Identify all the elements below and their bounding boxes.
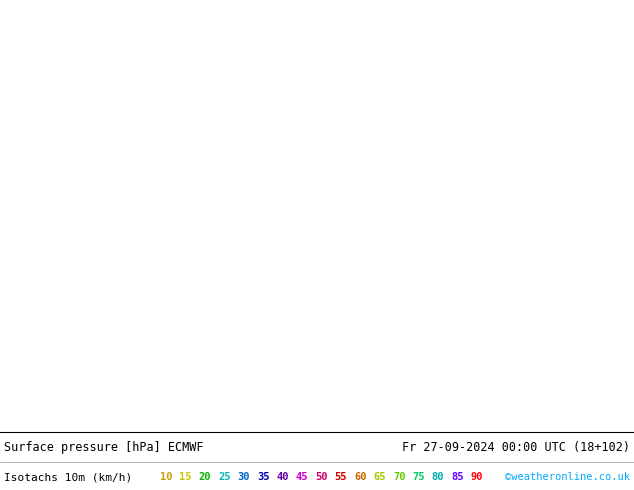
Text: 70: 70 bbox=[393, 472, 405, 482]
Text: 85: 85 bbox=[451, 472, 463, 482]
Text: Fr 27-09-2024 00:00 UTC (18+102): Fr 27-09-2024 00:00 UTC (18+102) bbox=[402, 441, 630, 454]
Text: 10: 10 bbox=[160, 472, 172, 482]
Text: 30: 30 bbox=[238, 472, 250, 482]
Text: 45: 45 bbox=[296, 472, 308, 482]
Text: ©weatheronline.co.uk: ©weatheronline.co.uk bbox=[505, 472, 630, 482]
Text: 40: 40 bbox=[276, 472, 289, 482]
Text: 20: 20 bbox=[199, 472, 211, 482]
Text: 50: 50 bbox=[315, 472, 328, 482]
Text: Surface pressure [hPa] ECMWF: Surface pressure [hPa] ECMWF bbox=[4, 441, 204, 454]
Text: 80: 80 bbox=[432, 472, 444, 482]
Text: 75: 75 bbox=[412, 472, 425, 482]
Text: 60: 60 bbox=[354, 472, 366, 482]
Text: 55: 55 bbox=[335, 472, 347, 482]
Text: 15: 15 bbox=[179, 472, 192, 482]
Text: 25: 25 bbox=[218, 472, 231, 482]
Text: 65: 65 bbox=[373, 472, 386, 482]
Text: 90: 90 bbox=[470, 472, 483, 482]
Text: Isotachs 10m (km/h): Isotachs 10m (km/h) bbox=[4, 472, 133, 482]
Text: 35: 35 bbox=[257, 472, 269, 482]
